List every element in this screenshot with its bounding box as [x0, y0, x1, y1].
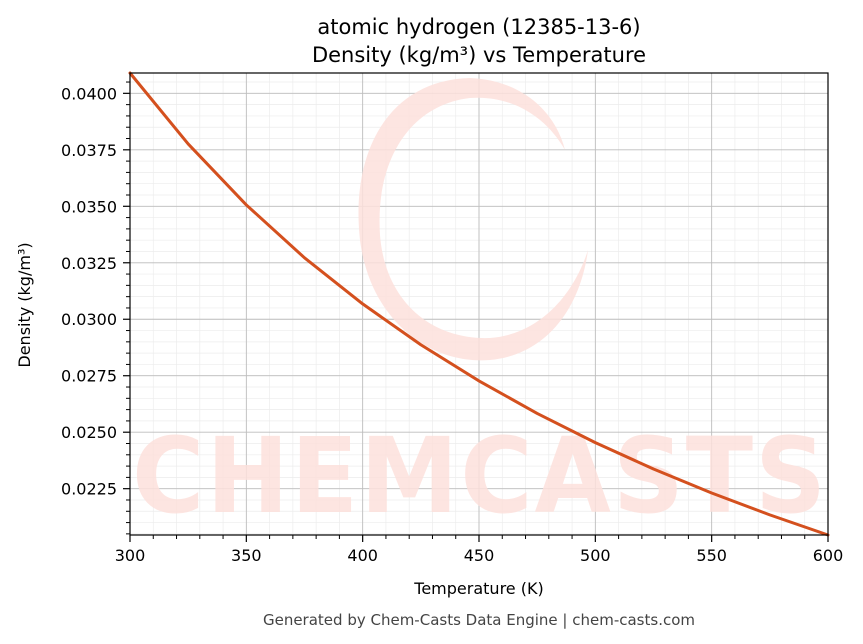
series-layer	[128, 71, 830, 537]
y-tick-label: 0.0300	[61, 310, 117, 329]
x-tick-label: 550	[696, 546, 727, 565]
x-axis-label: Temperature (K)	[413, 579, 543, 598]
footer-credit: Generated by Chem-Casts Data Engine | ch…	[263, 611, 695, 629]
y-axis-label: Density (kg/m³)	[15, 242, 34, 367]
x-tick-label: 300	[115, 546, 146, 565]
watermark-text: CHEMCASTS	[132, 415, 828, 537]
y-tick-label: 0.0225	[61, 480, 117, 499]
chart-subtitle: Density (kg/m³) vs Temperature	[312, 43, 646, 67]
y-tick-label: 0.0325	[61, 254, 117, 273]
x-tick-label: 400	[347, 546, 378, 565]
x-axis: 300 350 400 450 500 550 600	[115, 535, 844, 565]
y-tick-label: 0.0400	[61, 84, 117, 103]
y-axis: 0.0225 0.0250 0.0275 0.0300 0.0325 0.0350 0.03…	[61, 81, 130, 535]
chemcasts-watermark: CHEMCASTS	[132, 78, 828, 537]
y-tick-label: 0.0275	[61, 367, 117, 386]
x-tick-label: 500	[580, 546, 611, 565]
major-grid	[129, 73, 829, 535]
x-tick-label: 600	[813, 546, 844, 565]
chart-title: atomic hydrogen (12385-13-6)	[317, 15, 640, 39]
series-line-0	[128, 71, 830, 537]
x-tick-label: 450	[464, 546, 495, 565]
y-tick-label: 0.0375	[61, 141, 117, 160]
y-tick-label: 0.0350	[61, 197, 117, 216]
y-tick-label: 0.0250	[61, 423, 117, 442]
x-tick-label: 350	[231, 546, 262, 565]
